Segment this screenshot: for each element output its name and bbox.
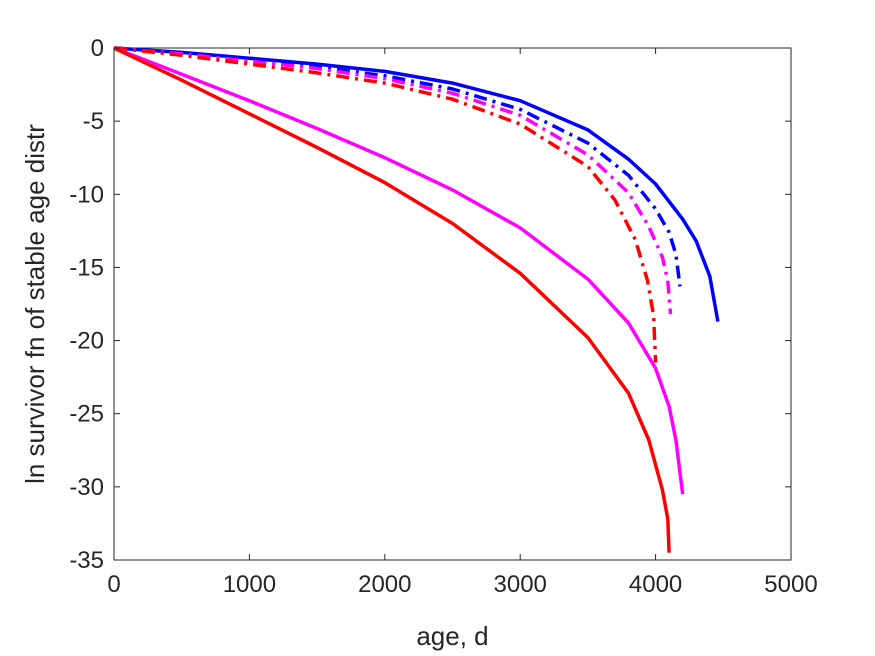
x-ticks: 0 1000 2000 3000 4000 5000 [107,48,818,598]
x-tick-label: 3000 [494,571,547,598]
y-tick-label: -25 [69,401,104,428]
y-tick-label: -5 [83,108,104,135]
x-tick-label: 2000 [358,571,411,598]
series-lines [113,46,720,553]
y-tick-label: -10 [69,181,104,208]
y-tick-label: -15 [69,254,104,281]
series-line-6 [113,46,671,553]
y-ticks: 0 -5 -10 -15 -20 -25 -30 -35 [69,35,791,574]
x-tick-label: 1000 [223,571,276,598]
plot-area [113,47,792,561]
y-tick-label: -30 [69,474,104,501]
y-tick-label: -20 [69,328,104,355]
x-tick-label: 4000 [629,571,682,598]
series-line-4 [113,46,658,363]
y-tick-label: -35 [69,547,104,574]
x-tick-label: 5000 [764,571,817,598]
series-line-3 [113,46,673,315]
series-line-5 [113,46,685,495]
x-axis-label: age, d [416,621,488,651]
x-tick-label: 0 [107,571,120,598]
series-line-2 [113,46,682,287]
y-tick-label: 0 [91,35,104,62]
y-axis-label: ln survivor fn of stable age distr [20,124,50,484]
